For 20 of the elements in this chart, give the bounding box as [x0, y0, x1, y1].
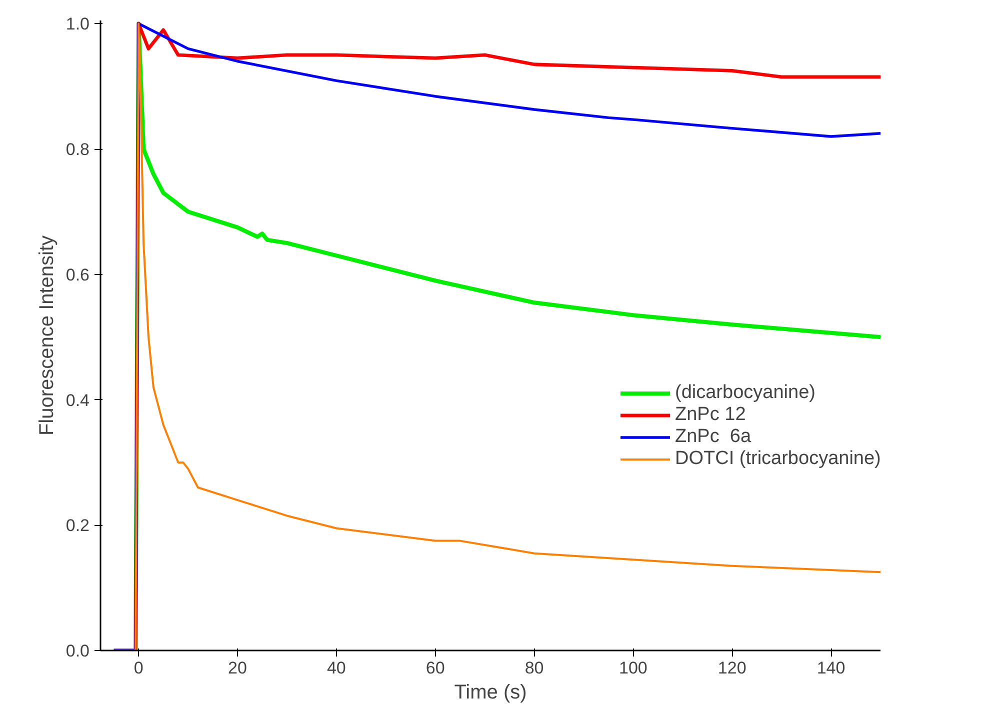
x-tick-label: 60 [426, 658, 445, 678]
x-tick-label: 100 [619, 658, 648, 678]
x-tick-label: 20 [228, 658, 247, 678]
x-tick-label: 140 [816, 658, 846, 678]
y-tick-label: 0.8 [66, 140, 90, 160]
legend-label: DOTCI (tricarbocyanine) [675, 448, 881, 470]
y-axis-title: Fluorescence Intensity [36, 235, 58, 436]
x-tick-label: 0 [134, 658, 144, 678]
y-tick-label: 0.0 [66, 642, 90, 660]
legend-label: ZnPc 6a [675, 426, 752, 448]
x-tick-label: 120 [718, 658, 746, 678]
x-axis-title: Time (s) [454, 682, 527, 704]
legend-label: (dicarbocyanine) [675, 382, 816, 404]
y-tick-label: 0.2 [66, 516, 90, 536]
y-tick-label: 1.0 [66, 14, 90, 34]
x-tick-label: 40 [326, 658, 346, 678]
y-tick-label: 0.6 [66, 265, 90, 284]
y-tick-label: 0.4 [66, 390, 90, 410]
legend-label: ZnPc 12 [675, 404, 746, 426]
x-tick-label: 80 [524, 658, 544, 678]
